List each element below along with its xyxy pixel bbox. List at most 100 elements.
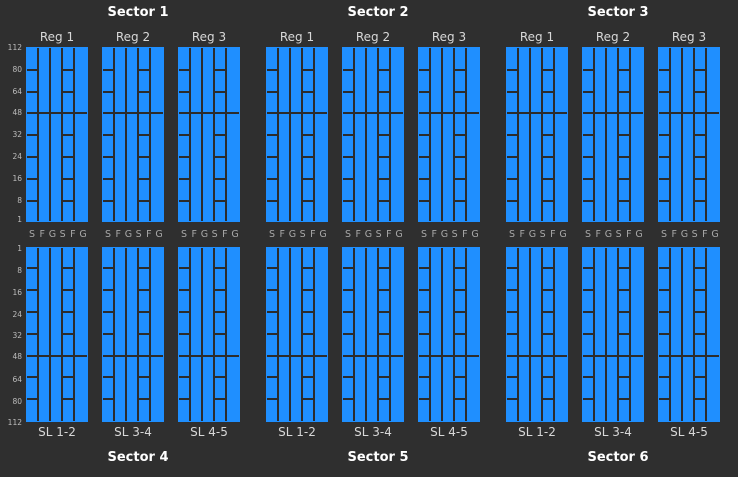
- row-label: 24: [12, 152, 22, 161]
- superlayer-label: SL 4-5: [670, 425, 708, 439]
- cell-separator: [507, 178, 517, 180]
- superlayer-label: SL 4-5: [430, 425, 468, 439]
- wire-separator: [277, 248, 279, 421]
- cell-separator: [343, 178, 353, 180]
- sector-title: Sector 2: [347, 5, 409, 20]
- cell-separator: [453, 289, 465, 291]
- superlayer-label: SL 3-4: [354, 425, 392, 439]
- cell-separator: [419, 69, 429, 71]
- layer-label: S: [135, 229, 142, 240]
- layer-label: F: [519, 229, 525, 240]
- wire-separator: [37, 248, 39, 421]
- cell-separator: [267, 178, 277, 180]
- cell-separator: [179, 267, 189, 269]
- sector-6-superlayer-1-panel[interactable]: [506, 247, 568, 422]
- superlayer-label: SL 1-2: [38, 425, 76, 439]
- cell-separator: [137, 156, 149, 158]
- layer-label: S: [299, 229, 306, 240]
- cell-separator: [507, 398, 517, 400]
- cell-separator: [61, 267, 73, 269]
- cell-separator: [103, 398, 113, 400]
- sector-5-superlayer-1-panel[interactable]: [266, 247, 328, 422]
- wire-separator: [113, 248, 115, 421]
- wire-separator: [149, 48, 151, 221]
- sector-6-superlayer-3-panel[interactable]: [658, 247, 720, 422]
- sector-2-region-1-panel[interactable]: [266, 47, 328, 222]
- cell-separator: [343, 91, 353, 93]
- layer-separator: [267, 355, 327, 357]
- layer-label: F: [702, 229, 708, 240]
- sector-4-superlayer-1-panel[interactable]: [26, 247, 88, 422]
- cell-separator: [693, 398, 705, 400]
- layer-label: S: [420, 229, 428, 240]
- cell-separator: [179, 200, 189, 202]
- cell-separator: [583, 178, 593, 180]
- cell-separator: [27, 91, 37, 93]
- cell-separator: [61, 69, 73, 71]
- row-label: 1: [17, 244, 22, 253]
- sector-4-superlayer-2-panel[interactable]: [102, 247, 164, 422]
- layer-label: G: [48, 229, 57, 240]
- sector-2-region-2-panel[interactable]: [342, 47, 404, 222]
- layer-label: S: [344, 229, 352, 240]
- superlayer-label: SL 4-5: [190, 425, 228, 439]
- cell-separator: [693, 333, 705, 335]
- layer-label: S: [180, 229, 188, 240]
- sector-2-region-3-panel[interactable]: [418, 47, 480, 222]
- cell-separator: [267, 69, 277, 71]
- sector-3-region-3-panel[interactable]: [658, 47, 720, 222]
- sector-6-superlayer-2-panel[interactable]: [582, 247, 644, 422]
- sector-1-region-2-panel[interactable]: [102, 47, 164, 222]
- cell-separator: [267, 156, 277, 158]
- cell-separator: [583, 156, 593, 158]
- layer-label: G: [364, 229, 373, 240]
- sector-3-region-1-panel[interactable]: [506, 47, 568, 222]
- row-label: 80: [12, 65, 22, 74]
- cell-separator: [213, 267, 225, 269]
- cell-separator: [617, 134, 629, 136]
- layer-label: S: [211, 229, 218, 240]
- sector-5-superlayer-2-panel[interactable]: [342, 247, 404, 422]
- layer-label: G: [288, 229, 297, 240]
- cell-separator: [103, 200, 113, 202]
- sector-title: Sector 4: [107, 450, 169, 465]
- cell-separator: [343, 311, 353, 313]
- region-label: Reg 3: [671, 30, 707, 44]
- cell-separator: [583, 267, 593, 269]
- cell-separator: [377, 156, 389, 158]
- layer-label: F: [462, 229, 468, 240]
- layer-label: G: [124, 229, 133, 240]
- layer-separator: [507, 355, 567, 357]
- row-label: 112: [7, 43, 22, 52]
- cell-separator: [377, 69, 389, 71]
- sector-1-region-1-panel[interactable]: [26, 47, 88, 222]
- cell-separator: [103, 69, 113, 71]
- cell-separator: [693, 156, 705, 158]
- cell-separator: [27, 200, 37, 202]
- cell-separator: [343, 333, 353, 335]
- sector-4-superlayer-3-panel[interactable]: [178, 247, 240, 422]
- layer-separator: [267, 112, 327, 114]
- layer-label: S: [691, 229, 698, 240]
- cell-separator: [103, 91, 113, 93]
- cell-separator: [179, 311, 189, 313]
- cell-separator: [61, 134, 73, 136]
- wire-separator: [201, 48, 203, 221]
- wire-separator: [289, 248, 291, 421]
- sector-1-region-3-panel[interactable]: [178, 47, 240, 222]
- cell-separator: [453, 311, 465, 313]
- sector-3-region-2-panel[interactable]: [582, 47, 644, 222]
- cell-separator: [453, 267, 465, 269]
- superlayer-label: SL 1-2: [518, 425, 556, 439]
- cell-separator: [419, 200, 429, 202]
- row-label: 112: [7, 418, 22, 427]
- cell-separator: [301, 311, 313, 313]
- wire-separator: [201, 248, 203, 421]
- layer-label: S: [268, 229, 276, 240]
- sector-5-superlayer-3-panel[interactable]: [418, 247, 480, 422]
- cell-separator: [27, 311, 37, 313]
- cell-separator: [583, 200, 593, 202]
- sector-title: Sector 6: [587, 450, 649, 465]
- cell-separator: [27, 333, 37, 335]
- cell-separator: [267, 91, 277, 93]
